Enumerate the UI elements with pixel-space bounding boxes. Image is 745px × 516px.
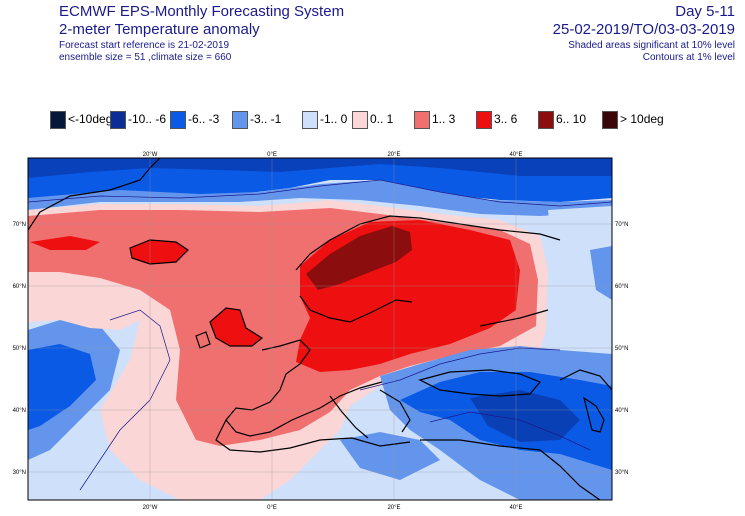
contour-southeast [359, 347, 561, 391]
coast-black-sea [418, 369, 541, 397]
anomaly-field-dark-blue-se [470, 390, 580, 442]
anomaly-field-blue-east [590, 246, 612, 300]
legend-swatch [302, 111, 318, 129]
lon-tick-bottom: 0°E [267, 505, 277, 511]
legend-label: 3.. 6 [494, 112, 518, 126]
contour-north [28, 179, 612, 207]
forecast-reference: Forecast start reference is 21-02-2019 [59, 40, 230, 51]
significance-note: Shaded areas significant at 10% level [568, 40, 735, 51]
lon-tick-top: 0°E [267, 152, 277, 158]
significance-contours [28, 179, 612, 491]
anomaly-field-pale-blue-east [548, 206, 612, 350]
date-range: 25-02-2019/TO/03-03-2019 [552, 21, 735, 38]
anomaly-field-red-6-10 [306, 226, 412, 290]
day-range: Day 5-11 [675, 3, 735, 20]
lat-tick-right: 70°N [615, 222, 628, 228]
coast-balkans [379, 389, 411, 433]
legend-swatch [110, 111, 126, 129]
ensemble-size: ensemble size = 51 ,climate size = 660 [59, 52, 232, 63]
legend-label: > 10deg [620, 112, 664, 126]
map-frame [27, 157, 613, 501]
legend-swatch [476, 111, 492, 129]
map-title: ECMWF EPS-Monthly Forecasting System [59, 3, 345, 20]
coast-scandinavia-south [299, 295, 413, 323]
lat-tick-left: 30°N [13, 470, 26, 476]
anomaly-field-iceland [130, 240, 188, 264]
lon-tick-bottom: 20°E [387, 505, 400, 511]
legend-swatch [352, 111, 368, 129]
coast-ireland [195, 331, 211, 349]
lat-tick-right: 50°N [615, 346, 628, 352]
contour-note: Contours at 1% level [642, 52, 735, 63]
anomaly-field-dark-blue-north [28, 158, 612, 178]
coast-britain [209, 307, 264, 347]
anomaly-field-pale-red-west [28, 270, 140, 330]
legend-label: -3.. -1 [250, 112, 282, 126]
lat-tick-left: 60°N [13, 284, 26, 290]
legend-label: -6.. -3 [188, 112, 220, 126]
coast-russia [479, 309, 549, 327]
lat-tick-left: 70°N [13, 222, 26, 228]
legend-label: -1.. 0 [320, 112, 348, 126]
legend-swatch [50, 111, 66, 129]
legend-label: 1.. 3 [432, 112, 456, 126]
coast-italy [329, 395, 369, 439]
coast-scandinavia-north [295, 215, 561, 271]
lon-tick-bottom: 20°W [143, 505, 158, 511]
legend-label: -10.. -6 [128, 112, 167, 126]
anomaly-field-strong-blue-atlantic [28, 344, 96, 430]
lon-tick-bottom: 40°E [509, 505, 522, 511]
lon-tick-top: 20°E [387, 152, 400, 158]
lat-tick-right: 40°N [615, 408, 628, 414]
anomaly-map: 20°W 0°E 20°E 40°E 20°W 0°E 20°E 40°E 70… [0, 150, 745, 516]
legend-swatch [414, 111, 430, 129]
coast-caspian [559, 369, 612, 391]
legend-swatch [232, 111, 248, 129]
lon-tick-top: 40°E [509, 152, 522, 158]
coast-north-africa [215, 419, 411, 453]
coast-western-europe [225, 339, 383, 437]
coast-caspian-sea [583, 396, 605, 433]
legend-label: <-10deg [68, 112, 113, 126]
coast-turkey [420, 439, 601, 500]
legend-label: 0.. 1 [370, 112, 394, 126]
lat-tick-left: 40°N [13, 408, 26, 414]
anomaly-field-uk [210, 308, 262, 346]
lat-tick-left: 50°N [13, 346, 26, 352]
lat-tick-right: 30°N [615, 470, 628, 476]
lat-tick-right: 60°N [615, 284, 628, 290]
map-subtitle: 2-meter Temperature anomaly [59, 21, 260, 38]
coastlines [28, 158, 612, 500]
legend-label: 6.. 10 [556, 112, 587, 126]
map-canvas: 20°W 0°E 20°E 40°E 20°W 0°E 20°E 40°E 70… [13, 152, 629, 511]
lon-tick-top: 20°W [143, 152, 158, 158]
legend-swatch [538, 111, 554, 129]
legend-swatch [602, 111, 618, 129]
legend-swatch [170, 111, 186, 129]
anomaly-field-blue-med [340, 432, 440, 480]
coast-iceland [129, 239, 189, 265]
contour-mediterranean [429, 411, 591, 451]
anomaly-field-blue-band [28, 180, 612, 216]
map-grid [28, 158, 612, 500]
anomaly-field-red-west-core [30, 236, 100, 250]
contour-west [79, 309, 171, 491]
